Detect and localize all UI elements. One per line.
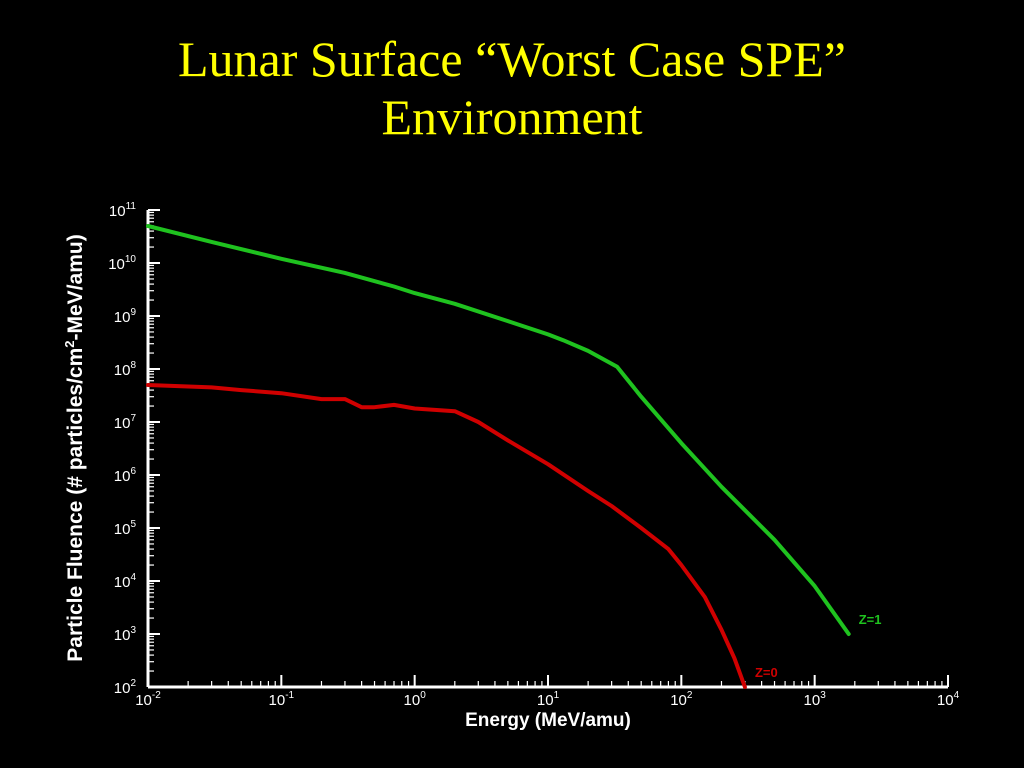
y-tick-exp: 4 — [130, 572, 136, 583]
series-lines — [146, 224, 851, 689]
y-tick-label: 104 — [114, 572, 137, 591]
x-tick-base: 10 — [269, 692, 286, 709]
y-tick-label: 1011 — [109, 201, 137, 220]
y-tick-exp: 3 — [130, 625, 136, 636]
series-end-label: Z=1 — [859, 612, 882, 627]
x-tick-base: 10 — [937, 692, 954, 709]
y-tick-label: 103 — [114, 625, 137, 644]
y-tick-label: 105 — [114, 519, 137, 538]
title-line-2: Environment — [381, 89, 643, 145]
title-line-1: Lunar Surface “Worst Case SPE” — [178, 31, 846, 87]
x-tick-label: 103 — [804, 690, 827, 709]
series-end-label: Z=0 — [755, 665, 778, 680]
y-tick-label: 107 — [114, 413, 137, 432]
y-tick-base: 10 — [114, 415, 131, 432]
x-tick-base: 10 — [404, 692, 421, 709]
y-tick-base: 10 — [114, 309, 131, 326]
x-tick-label: 100 — [404, 690, 427, 709]
x-tick-label: 10-2 — [135, 690, 161, 709]
x-tick-exp: 3 — [820, 690, 826, 701]
y-tick-base: 10 — [114, 362, 131, 379]
y-tick-label: 109 — [114, 307, 137, 326]
x-tick-label: 102 — [670, 690, 693, 709]
x-tick-exp: 2 — [687, 690, 693, 701]
y-axis-title-post: -MeV/amu) — [64, 234, 87, 340]
x-tick-exp: 0 — [420, 690, 426, 701]
y-tick-exp: 8 — [130, 360, 136, 371]
y-tick-exp: 10 — [125, 254, 137, 265]
y-tick-label: 108 — [114, 360, 137, 379]
x-tick-base: 10 — [804, 692, 821, 709]
y-axis-title: Particle Fluence (# particles/cm2-MeV/am… — [62, 234, 87, 661]
y-tick-base: 10 — [114, 521, 131, 538]
y-tick-base: 10 — [108, 256, 125, 273]
x-tick-label: 101 — [537, 690, 560, 709]
y-tick-exp: 2 — [130, 678, 136, 689]
series-line — [146, 383, 747, 689]
y-tick-base: 10 — [114, 574, 131, 591]
y-tick-exp: 11 — [126, 201, 137, 212]
y-axis-title-sup: 2 — [62, 340, 77, 347]
series-line — [146, 224, 851, 636]
axes — [146, 210, 948, 689]
x-tick-base: 10 — [135, 692, 152, 709]
y-tick-base: 10 — [109, 203, 126, 220]
y-tick-base: 10 — [114, 680, 131, 697]
x-axis-title: Energy (MeV/amu) — [465, 710, 631, 731]
y-tick-label: 102 — [114, 678, 137, 697]
y-tick-exp: 7 — [130, 413, 136, 424]
x-tick-exp: -1 — [285, 690, 294, 701]
x-tick-base: 10 — [670, 692, 687, 709]
slide-title: Lunar Surface “Worst Case SPE” Environme… — [0, 30, 1024, 146]
series-labels: Z=1 Z=0 — [755, 612, 882, 680]
y-tick-base: 10 — [114, 627, 131, 644]
x-tick-exp: 4 — [954, 690, 960, 701]
x-tick-exp: 1 — [554, 690, 560, 701]
x-tick-label: 10-1 — [269, 690, 295, 709]
y-tick-exp: 5 — [130, 519, 136, 530]
tick-labels: 10-2 10-1 100 101 102 103 10410210310410510610… — [108, 201, 959, 709]
x-tick-exp: -2 — [152, 690, 161, 701]
y-tick-base: 10 — [114, 468, 131, 485]
x-tick-base: 10 — [537, 692, 554, 709]
y-tick-exp: 6 — [130, 466, 136, 477]
y-tick-label: 1010 — [108, 254, 136, 273]
tick-marks — [147, 209, 949, 688]
y-tick-exp: 9 — [130, 307, 136, 318]
y-tick-label: 106 — [114, 466, 137, 485]
x-tick-label: 104 — [937, 690, 960, 709]
y-axis-title-pre: Particle Fluence (# particles/cm — [64, 348, 87, 662]
